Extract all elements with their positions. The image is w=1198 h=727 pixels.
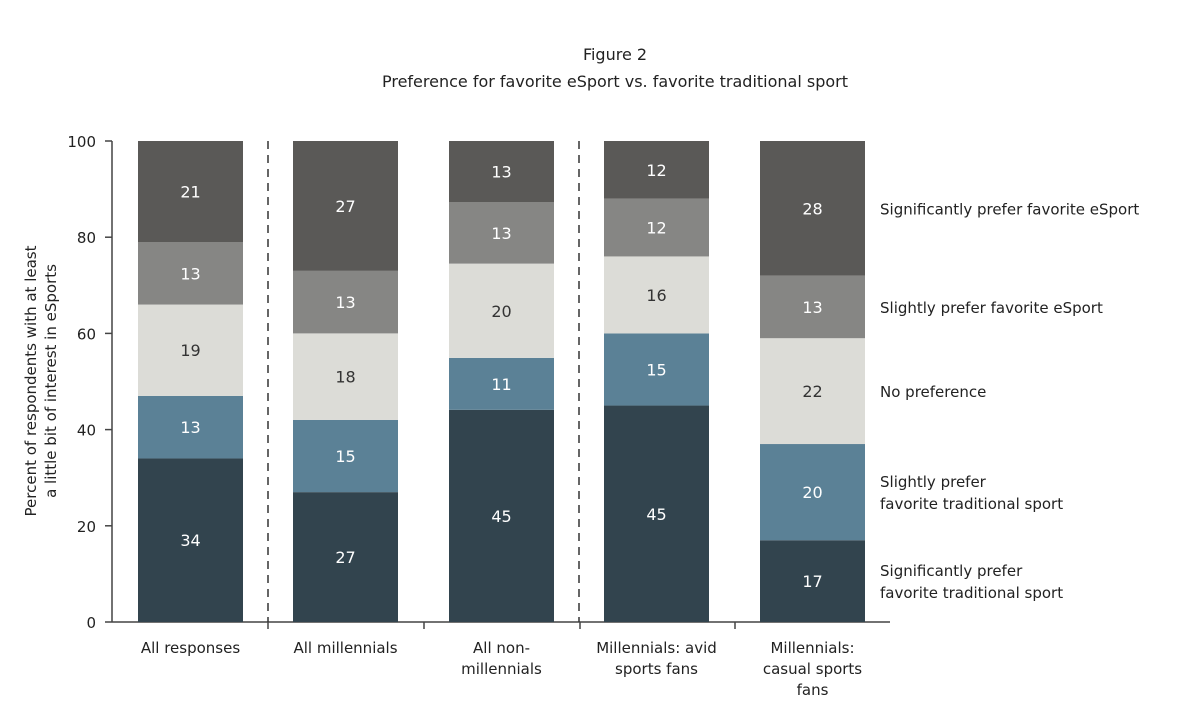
data-label: 12	[646, 161, 666, 180]
bar-segment	[760, 444, 865, 541]
data-label: 13	[491, 224, 511, 243]
bar-segment	[293, 333, 398, 420]
x-tick-label: All non-	[473, 639, 530, 657]
data-label: 15	[646, 360, 666, 379]
data-label: 27	[335, 197, 355, 216]
bar-segment	[604, 405, 709, 622]
bar-segment	[604, 256, 709, 334]
chart-title: Figure 2	[583, 45, 647, 64]
y-tick-label: 40	[77, 422, 96, 440]
y-tick-label: 100	[67, 133, 96, 151]
bar-segment	[760, 275, 865, 339]
bar-segment	[449, 409, 554, 622]
legend-entry: favorite traditional sport	[880, 584, 1063, 602]
bar-segment	[449, 202, 554, 264]
data-label: 15	[335, 447, 355, 466]
data-label: 12	[646, 219, 666, 238]
legend-entry: Slightly prefer favorite eSport	[880, 299, 1103, 317]
bar-segment	[138, 395, 243, 459]
x-tick-label: fans	[797, 681, 829, 699]
x-tick-label: sports fans	[615, 660, 698, 678]
data-label: 13	[335, 293, 355, 312]
legend-entry: No preference	[880, 383, 986, 401]
data-label: 13	[491, 163, 511, 182]
bar-segment	[604, 333, 709, 406]
data-label: 19	[180, 341, 200, 360]
data-label: 21	[180, 183, 200, 202]
y-tick-label: 0	[86, 614, 96, 632]
chart-subtitle: Preference for favorite eSport vs. favor…	[382, 72, 848, 91]
legend-entry: Significantly prefer	[880, 562, 1023, 580]
bar-segment	[293, 141, 398, 271]
data-label: 11	[491, 375, 511, 394]
data-label: 17	[802, 572, 822, 591]
bar-segment	[293, 270, 398, 334]
data-label: 13	[180, 418, 200, 437]
bar-segment	[293, 419, 398, 493]
x-tick-label: casual sports	[763, 660, 862, 678]
bar-segment	[449, 141, 554, 203]
bar-segment	[138, 304, 243, 396]
x-tick-label: Millennials: avid	[596, 639, 717, 657]
x-tick-label: All millennials	[293, 639, 397, 657]
y-axis-label-line: Percent of respondents with at least	[22, 245, 40, 516]
bar-segment	[449, 263, 554, 358]
y-tick-label: 80	[77, 229, 96, 247]
data-label: 34	[180, 531, 200, 550]
x-tick-label: millennials	[461, 660, 542, 678]
legend-entry: Slightly prefer	[880, 473, 987, 491]
legend-entry: favorite traditional sport	[880, 495, 1063, 513]
data-label: 20	[802, 483, 822, 502]
bar-segment	[138, 458, 243, 622]
data-label: 13	[802, 298, 822, 317]
bar-segment	[604, 198, 709, 257]
bar-segment	[138, 141, 243, 243]
bar-segment	[293, 492, 398, 622]
data-label: 28	[802, 199, 822, 218]
bar-segment	[760, 338, 865, 445]
legend-entry: Significantly prefer favorite eSport	[880, 200, 1139, 218]
bar-segment	[604, 141, 709, 199]
bar-segment	[760, 141, 865, 276]
data-label: 18	[335, 368, 355, 387]
bar-segment	[138, 242, 243, 305]
x-tick-label: All responses	[141, 639, 240, 657]
data-label: 20	[491, 302, 511, 321]
y-tick-label: 20	[77, 518, 96, 536]
x-tick-label: Millennials:	[770, 639, 854, 657]
data-label: 22	[802, 382, 822, 401]
y-tick-label: 60	[77, 325, 96, 343]
data-label: 13	[180, 264, 200, 283]
data-label: 45	[491, 507, 511, 526]
data-label: 45	[646, 505, 666, 524]
data-label: 27	[335, 548, 355, 567]
y-axis-label: Percent of respondents with at least a li…	[22, 245, 60, 516]
bar-segment	[760, 540, 865, 622]
y-axis-label-line: a little bit of interest in eSports	[42, 264, 60, 498]
bar-segment	[449, 357, 554, 410]
data-label: 16	[646, 286, 666, 305]
